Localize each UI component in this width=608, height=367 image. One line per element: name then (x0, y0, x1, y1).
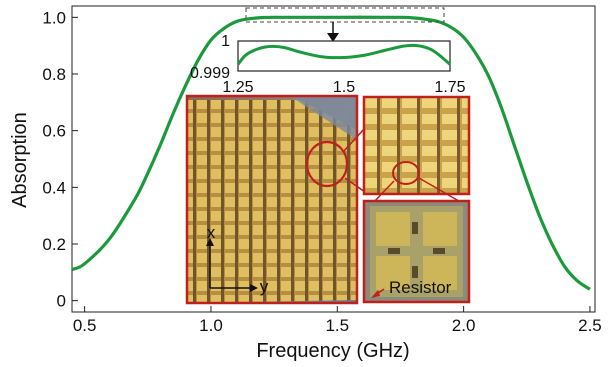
resistor-label: Resistor (389, 278, 452, 297)
y-tick-label: 0.2 (42, 235, 66, 254)
photo-absorber-array (185, 94, 366, 305)
y-axis-title: Absorption (9, 112, 31, 208)
plot-frame (71, 5, 596, 313)
x-axis-title: Frequency (GHz) (256, 340, 409, 362)
x-tick-label: 1.0 (199, 316, 223, 335)
photo-axis-y-label: y (260, 277, 269, 296)
inset-y-tick-0: 0.999 (190, 65, 230, 82)
inset-x-tick-2: 1.75 (434, 79, 465, 96)
x-tick-label: 0.5 (73, 316, 97, 335)
y-axis-ticks: 0 0.2 0.4 0.6 0.8 1.0 (42, 8, 78, 311)
y-tick-label: 1.0 (42, 8, 66, 27)
absorption-curve (71, 15, 591, 291)
y-tick-label: 0.6 (42, 122, 66, 141)
x-tick-label: 1.5 (325, 316, 349, 335)
photo-unit-cell (362, 199, 471, 304)
photo-axis-x-label: x (207, 223, 216, 242)
inset-x-tick-1: 1.5 (333, 79, 355, 96)
y-tick-label: 0 (57, 292, 66, 311)
inset-x-tick-0: 1.25 (222, 79, 253, 96)
inset-curve (236, 43, 451, 66)
inset-y-tick-1: 1 (221, 33, 230, 50)
x-axis-ticks: 0.5 1.0 1.5 2.0 2.5 (73, 306, 602, 335)
y-tick-label: 0.8 (42, 65, 66, 84)
zoom-region-box (245, 7, 445, 23)
zoom-circle-cell (392, 161, 420, 185)
zoom-arrow-head (327, 33, 339, 42)
photo-closeup-walls (362, 95, 471, 205)
y-tick-label: 0.4 (42, 178, 66, 197)
x-tick-label: 2.5 (578, 316, 602, 335)
zoom-circle-array (305, 140, 349, 188)
x-tick-label: 2.0 (452, 316, 476, 335)
